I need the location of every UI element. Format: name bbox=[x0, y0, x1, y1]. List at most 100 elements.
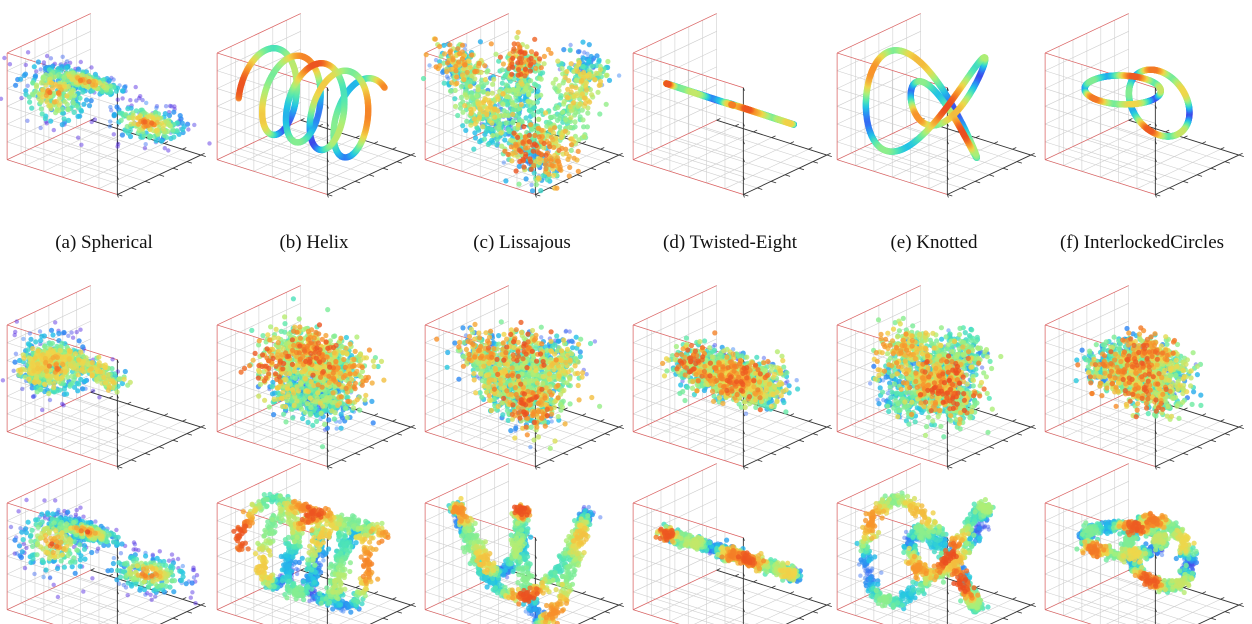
point bbox=[47, 89, 53, 96]
point bbox=[381, 84, 388, 91]
point bbox=[482, 77, 488, 83]
point bbox=[485, 91, 491, 97]
point bbox=[554, 185, 560, 191]
point bbox=[580, 39, 586, 45]
point bbox=[593, 70, 599, 76]
point bbox=[575, 49, 582, 55]
point bbox=[533, 65, 539, 71]
point bbox=[111, 77, 116, 82]
point bbox=[68, 90, 74, 96]
point bbox=[503, 120, 509, 126]
point bbox=[537, 56, 543, 62]
point bbox=[108, 104, 113, 110]
point bbox=[535, 109, 541, 115]
point bbox=[503, 82, 509, 88]
point bbox=[546, 171, 552, 177]
point bbox=[107, 124, 113, 129]
point bbox=[489, 90, 495, 96]
point bbox=[575, 148, 581, 154]
point bbox=[518, 102, 524, 108]
point bbox=[40, 74, 47, 80]
point bbox=[616, 73, 622, 78]
point bbox=[128, 98, 133, 103]
point bbox=[469, 73, 475, 79]
point bbox=[547, 114, 554, 120]
point bbox=[113, 88, 119, 94]
point bbox=[484, 112, 490, 118]
point bbox=[510, 55, 516, 61]
point bbox=[564, 68, 570, 75]
point bbox=[166, 148, 171, 153]
point bbox=[130, 115, 136, 121]
point bbox=[51, 127, 56, 133]
point bbox=[455, 46, 461, 52]
point bbox=[551, 172, 557, 178]
point bbox=[528, 49, 535, 55]
point bbox=[64, 93, 70, 99]
point bbox=[509, 64, 516, 70]
point bbox=[462, 103, 468, 109]
point bbox=[47, 103, 53, 109]
point bbox=[524, 44, 530, 50]
point bbox=[237, 83, 244, 90]
point bbox=[38, 67, 43, 72]
point bbox=[56, 107, 62, 114]
point bbox=[584, 124, 591, 130]
point bbox=[500, 61, 506, 67]
point bbox=[531, 141, 538, 147]
point bbox=[492, 114, 498, 120]
point bbox=[447, 42, 453, 48]
point bbox=[521, 164, 527, 170]
point bbox=[56, 102, 62, 108]
point bbox=[108, 119, 113, 124]
point bbox=[505, 151, 511, 157]
point bbox=[491, 76, 497, 82]
point bbox=[511, 130, 517, 136]
point bbox=[51, 99, 58, 105]
point bbox=[437, 43, 443, 50]
point bbox=[490, 133, 496, 139]
point bbox=[517, 158, 523, 165]
point bbox=[548, 134, 555, 140]
point bbox=[171, 134, 177, 140]
point bbox=[550, 80, 556, 86]
point bbox=[158, 138, 165, 144]
point bbox=[467, 64, 473, 70]
point bbox=[690, 89, 698, 97]
point bbox=[310, 141, 317, 148]
point bbox=[167, 103, 173, 109]
point bbox=[586, 58, 592, 64]
point bbox=[538, 188, 544, 194]
point bbox=[21, 72, 27, 79]
point bbox=[581, 69, 587, 76]
point bbox=[31, 64, 37, 70]
point bbox=[567, 124, 573, 130]
point bbox=[293, 139, 300, 146]
point bbox=[452, 87, 458, 93]
point bbox=[576, 59, 582, 65]
point bbox=[135, 115, 141, 121]
point bbox=[79, 142, 84, 147]
point bbox=[583, 87, 590, 93]
point bbox=[518, 49, 525, 55]
point bbox=[488, 41, 494, 47]
point bbox=[533, 82, 539, 88]
point bbox=[552, 125, 558, 131]
point bbox=[89, 65, 94, 70]
point bbox=[154, 105, 159, 111]
point bbox=[498, 130, 504, 136]
point bbox=[464, 118, 470, 124]
point bbox=[162, 146, 167, 151]
point bbox=[541, 53, 548, 60]
point bbox=[480, 99, 487, 105]
point bbox=[78, 77, 84, 83]
point bbox=[84, 97, 90, 103]
point bbox=[568, 115, 574, 121]
point bbox=[516, 181, 522, 187]
point bbox=[65, 107, 71, 113]
point bbox=[729, 101, 736, 109]
point bbox=[476, 114, 483, 120]
point bbox=[311, 61, 318, 68]
point bbox=[125, 106, 131, 112]
point bbox=[549, 162, 555, 169]
